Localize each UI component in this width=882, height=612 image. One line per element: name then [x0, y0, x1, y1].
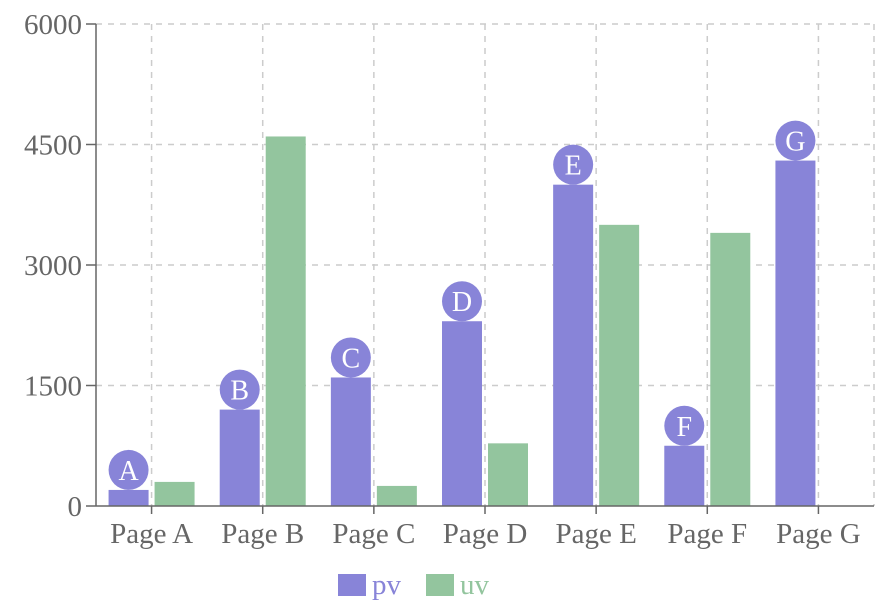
bar-label-badge	[108, 449, 149, 490]
bar-pv	[442, 321, 482, 506]
bar-uv	[154, 481, 195, 506]
x-tick-label: Page B	[221, 518, 304, 550]
x-tick-label: Page E	[555, 518, 636, 550]
legend-label-pv: pv	[372, 569, 402, 601]
bar-label-badge	[664, 405, 705, 446]
bar-label-text: F	[676, 412, 692, 443]
legend-swatch-uv	[426, 574, 454, 596]
bar-uv	[265, 136, 306, 506]
y-tick-label: 1500	[24, 371, 82, 403]
x-tick-label: Page A	[110, 518, 193, 550]
bar-label-text: D	[452, 287, 472, 318]
y-tick-label: 0	[68, 491, 83, 523]
bar-pv	[330, 377, 371, 506]
bar-pv	[664, 445, 705, 506]
bar-label-text: C	[342, 343, 361, 374]
bar-uv	[710, 232, 751, 506]
x-tick-label: Page G	[776, 518, 861, 550]
bars	[108, 136, 816, 507]
bar-uv	[376, 485, 417, 506]
y-tick-label: 4500	[24, 130, 82, 162]
bar-uv	[599, 224, 640, 507]
bar-pv	[553, 184, 594, 506]
bar-label-text: B	[230, 376, 249, 407]
bar-pv	[219, 409, 260, 506]
legend-swatch-pv	[338, 574, 366, 596]
x-tick-label: Page F	[667, 518, 747, 550]
bar-pv	[108, 489, 149, 506]
grid-lines	[96, 23, 875, 506]
bar-label-badge	[219, 369, 260, 410]
axes: 0 1500 3000 4500 6000 Page A Page B Page C Page …	[24, 9, 874, 550]
bar-labels: A B C D E F G	[108, 120, 816, 490]
y-tick-label: 6000	[24, 9, 82, 41]
x-tick-label: Page C	[332, 518, 415, 550]
bar-label-badge	[775, 120, 816, 161]
y-tick-label: 3000	[24, 250, 82, 282]
bar-label-badge	[442, 281, 482, 322]
bar-pv	[775, 160, 816, 507]
bar-label-text: E	[565, 151, 582, 182]
bar-label-text: G	[785, 127, 805, 158]
bar-uv	[488, 443, 528, 506]
bar-label-badge	[553, 144, 594, 185]
bar-label-text: A	[118, 456, 139, 487]
legend-label-uv: uv	[460, 569, 490, 601]
bar-label-badge	[330, 337, 371, 378]
legend: pv uv	[338, 569, 490, 601]
x-tick-label: Page D	[443, 518, 528, 550]
